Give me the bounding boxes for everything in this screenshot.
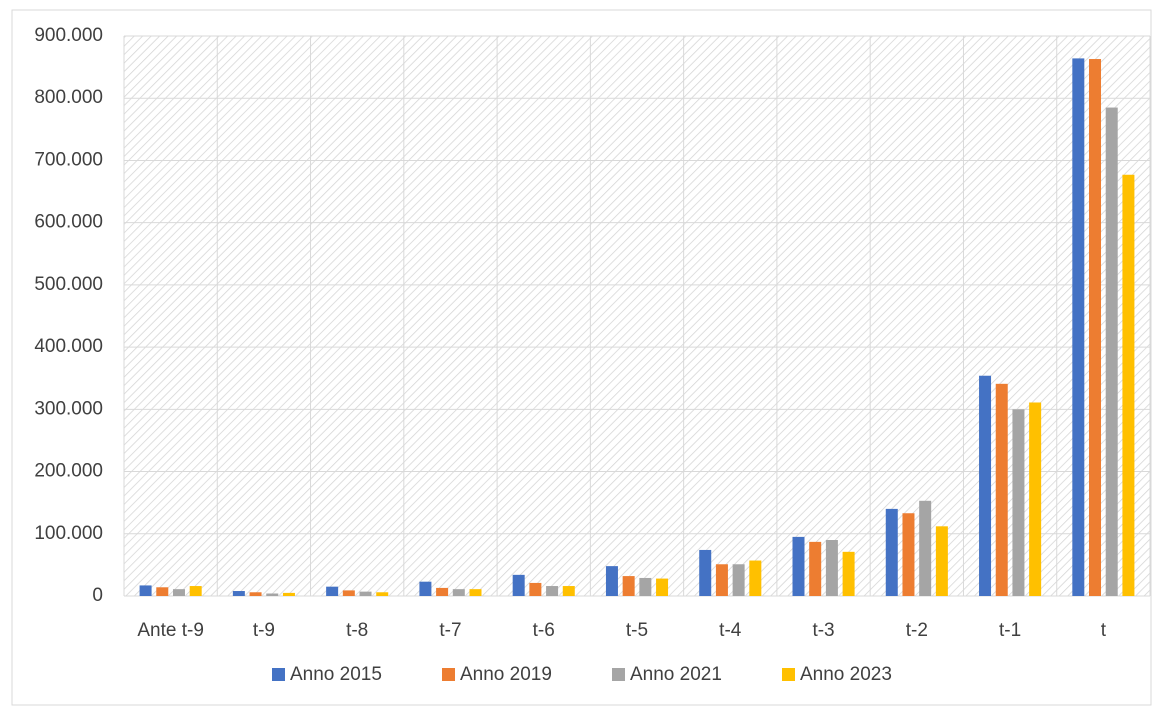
bar <box>156 587 169 596</box>
bar <box>436 587 449 596</box>
plot-area <box>124 36 1150 596</box>
legend-label: Anno 2015 <box>290 664 382 685</box>
bar <box>902 513 915 596</box>
bar <box>546 586 559 596</box>
legend-label: Anno 2023 <box>800 664 892 685</box>
x-tick-label: t-8 <box>346 620 368 641</box>
y-tick-label: 800.000 <box>34 87 103 108</box>
x-tick-label: Ante t-9 <box>137 620 204 641</box>
bar <box>342 590 355 596</box>
bar <box>935 526 948 596</box>
y-tick-label: 100.000 <box>34 523 103 544</box>
legend-label: Anno 2021 <box>630 664 722 685</box>
bar <box>792 536 805 596</box>
x-tick-label: t <box>1101 620 1107 641</box>
bar <box>139 585 152 596</box>
bar <box>699 549 712 596</box>
bar <box>452 589 465 596</box>
bar <box>1012 409 1025 596</box>
bar <box>885 508 898 596</box>
bar <box>249 592 262 596</box>
bar <box>979 375 992 596</box>
x-tick-label: t-6 <box>533 620 555 641</box>
bar <box>732 564 745 596</box>
bar <box>605 566 618 596</box>
y-tick-label: 700.000 <box>34 149 103 170</box>
bar <box>282 592 295 596</box>
bar <box>1122 174 1135 596</box>
y-tick-label: 400.000 <box>34 336 103 357</box>
bar <box>469 589 482 596</box>
bar <box>512 574 525 596</box>
x-tick-label: t-3 <box>812 620 834 641</box>
x-tick-label: t-5 <box>626 620 648 641</box>
bar <box>919 500 932 596</box>
bar <box>562 586 575 596</box>
bar <box>419 581 432 596</box>
bar <box>266 593 279 596</box>
x-tick-label: t-2 <box>906 620 928 641</box>
bar <box>656 578 669 596</box>
bar <box>1072 58 1085 596</box>
bar <box>749 560 762 596</box>
bar <box>639 577 652 596</box>
legend-swatch <box>442 668 455 681</box>
bar <box>326 586 339 596</box>
y-tick-label: 300.000 <box>34 398 103 419</box>
y-tick-label: 500.000 <box>34 274 103 295</box>
bar <box>715 564 728 596</box>
bar <box>622 576 635 596</box>
y-tick-label: 0 <box>92 585 103 606</box>
bar <box>842 551 855 596</box>
bar <box>232 591 245 596</box>
bar <box>1029 402 1042 596</box>
bar <box>995 383 1008 596</box>
y-tick-label: 600.000 <box>34 212 103 233</box>
bar <box>189 586 202 596</box>
bar <box>1089 59 1102 597</box>
legend-swatch <box>782 668 795 681</box>
y-tick-label: 900.000 <box>34 25 103 46</box>
bar <box>825 540 838 596</box>
legend-label: Anno 2019 <box>460 664 552 685</box>
x-tick-label: t-7 <box>439 620 461 641</box>
bar <box>1105 107 1118 597</box>
bar <box>529 582 542 596</box>
bar <box>359 591 372 596</box>
bar <box>809 541 822 596</box>
bar <box>172 589 185 596</box>
bar <box>376 592 389 596</box>
x-tick-label: t-9 <box>253 620 275 641</box>
legend-swatch <box>272 668 285 681</box>
x-tick-label: t-4 <box>719 620 742 641</box>
legend-swatch <box>612 668 625 681</box>
x-tick-label: t-1 <box>999 620 1021 641</box>
y-tick-label: 200.000 <box>34 461 103 482</box>
